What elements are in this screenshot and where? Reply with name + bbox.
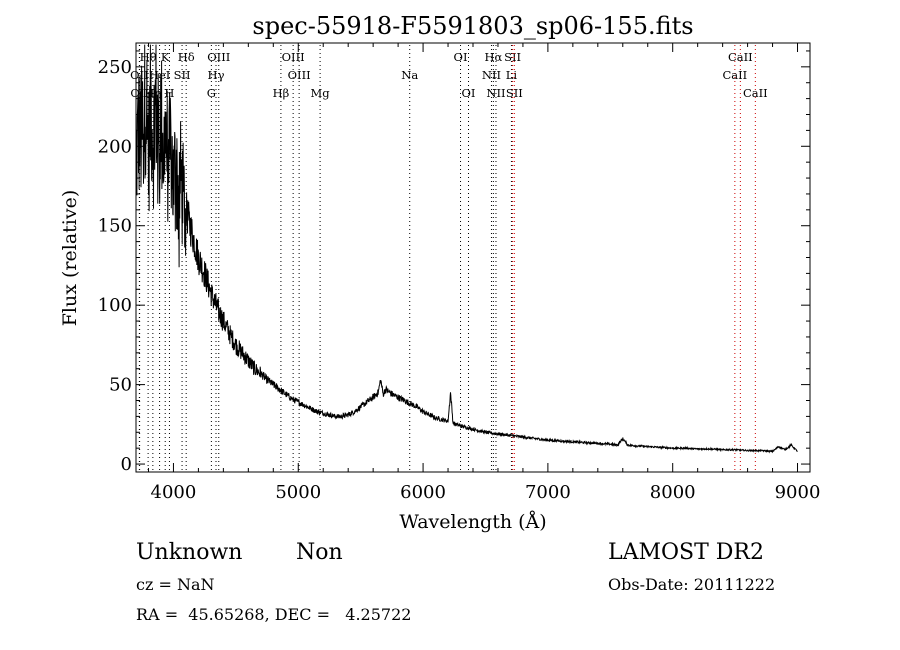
spectral-line-label: OI: [454, 50, 468, 64]
spectral-line-label: Mg: [311, 86, 331, 100]
redshift-label: cz = NaN: [136, 575, 215, 594]
x-tick-label: 7000: [525, 482, 571, 503]
spectral-line-label: HeI: [149, 68, 170, 82]
y-tick-label: 250: [98, 57, 132, 78]
coordinates-label: RA = 45.65268, DEC = 4.25722: [136, 605, 412, 624]
y-tick-label: 150: [98, 216, 132, 237]
y-tick-label: 0: [121, 454, 132, 475]
spectral-line-label: Na: [401, 68, 418, 82]
spectral-line-label: CaII: [722, 68, 747, 82]
spectral-line-label: Hδ: [178, 50, 195, 64]
spectral-line-label: SII: [504, 50, 521, 64]
subclass-label: Non: [296, 540, 343, 565]
survey-label: LAMOST DR2: [608, 540, 764, 565]
plot-frame: [135, 42, 811, 473]
x-axis-label: Wavelength (Å): [399, 511, 546, 533]
spectral-line-label: NII: [486, 86, 505, 100]
flux-spectrum-line: [135, 44, 798, 454]
y-axis-label: Flux (relative): [59, 190, 81, 327]
y-tick-label: 100: [98, 295, 132, 316]
spectral-line-label: CaII: [743, 86, 768, 100]
y-tick-label: 50: [109, 375, 132, 396]
obs-date-label: Obs-Date: 20111222: [608, 575, 776, 594]
class-label: Unknown: [136, 540, 243, 565]
x-tick-label: 5000: [275, 482, 321, 503]
spectral-line-label: SII: [506, 86, 523, 100]
chart-title: spec-55918-F5591803_sp06-155.fits: [252, 12, 693, 40]
spectral-line-label: Hβ: [273, 86, 290, 100]
spectral-line-label: Hθ: [140, 50, 157, 64]
x-tick-label: 9000: [775, 482, 821, 503]
spectral-line-label: OI: [462, 86, 476, 100]
x-tick-label: 4000: [151, 482, 197, 503]
x-tick-label: 8000: [650, 482, 696, 503]
spectral-line-label: G: [207, 86, 216, 100]
spectral-line-label: NII: [482, 68, 501, 82]
spectral-line-label: CaII: [728, 50, 753, 64]
spectral-line-label: OIII: [282, 50, 305, 64]
spectral-line-label: OIII: [288, 68, 311, 82]
spectral-line-label: Li: [506, 68, 518, 82]
spectral-line-label: OII: [130, 68, 149, 82]
spectral-line-label: SII: [174, 68, 191, 82]
spectral-line-label: Hγ: [208, 68, 225, 82]
spectral-line-label: OIII: [207, 50, 230, 64]
spectral-line-label: Hα: [484, 50, 502, 64]
y-tick-label: 200: [98, 136, 132, 157]
spectral-line-label: K: [161, 50, 170, 64]
x-tick-label: 6000: [400, 482, 446, 503]
